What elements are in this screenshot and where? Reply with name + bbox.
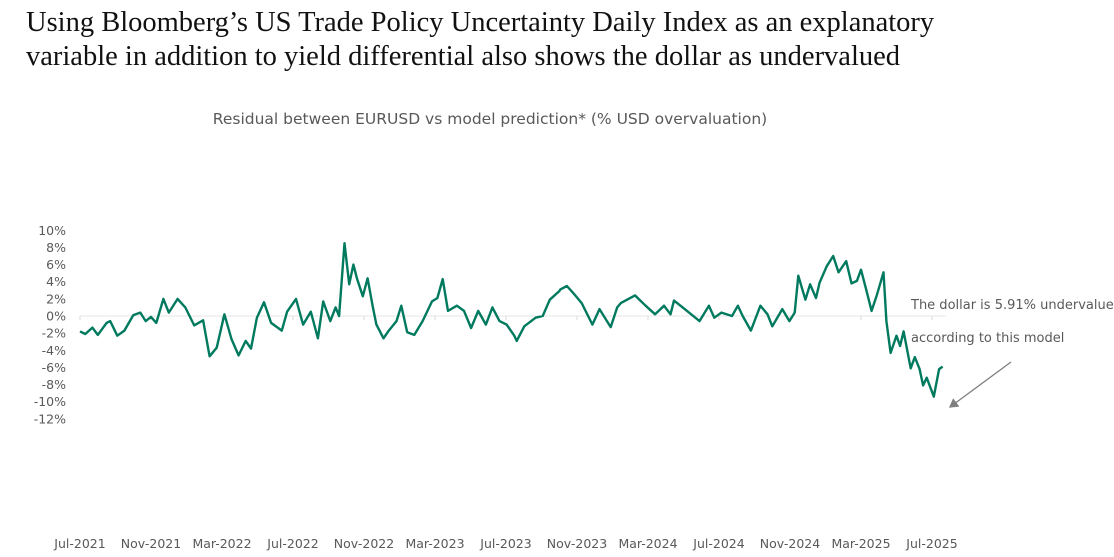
x-tick-label: Mar-2025 <box>831 536 890 551</box>
x-tick-label: Jul-2023 <box>479 536 531 551</box>
y-tick-label: -6% <box>42 360 66 375</box>
y-tick-label: -8% <box>42 377 66 392</box>
x-tick-label: Nov-2024 <box>760 536 820 551</box>
annotation-line-1: The dollar is 5.91% undervalued <box>910 298 1114 313</box>
y-tick-label: 6% <box>46 257 66 272</box>
annotation-line-2: according to this model <box>911 331 1064 346</box>
chart-title: Using Bloomberg’s US Trade Policy Uncert… <box>26 6 934 74</box>
chart-subtitle: Residual between EURUSD vs model predict… <box>213 110 767 128</box>
x-tick-label: Mar-2024 <box>618 536 677 551</box>
y-tick-label: 0% <box>46 309 66 324</box>
x-axis: Jul-2021 Nov-2021 Mar-2022 Jul-2022 Nov-2022… <box>53 316 958 551</box>
series-line <box>79 242 944 398</box>
annotation-arrow <box>948 361 1012 408</box>
y-axis: 10% 8% 6% 4% 2% 0% -2% -4% -6% -8% -10% -12% <box>34 223 66 427</box>
y-tick-label: 2% <box>46 291 66 306</box>
x-tick-label: Nov-2021 <box>121 536 181 551</box>
x-tick-label: Nov-2022 <box>334 536 394 551</box>
title-line-2: variable in addition to yield differenti… <box>26 41 901 72</box>
y-tick-label: 10% <box>38 223 66 238</box>
x-tick-label: Jul-2022 <box>266 536 318 551</box>
x-tick-label: Jul-2024 <box>692 536 744 551</box>
y-tick-label: 4% <box>46 274 66 289</box>
y-tick-label: -10% <box>34 394 66 409</box>
x-tick-label: Jul-2025 <box>905 536 957 551</box>
x-tick-label: Jul-2021 <box>53 536 105 551</box>
y-tick-label: 8% <box>46 240 66 255</box>
y-tick-label: -2% <box>42 326 66 341</box>
x-tick-label: Mar-2022 <box>192 536 251 551</box>
y-tick-label: -12% <box>34 411 66 426</box>
x-tick-label: Mar-2023 <box>405 536 464 551</box>
x-tick-label: Nov-2023 <box>547 536 607 551</box>
y-tick-label: -4% <box>42 343 66 358</box>
title-line-1: Using Bloomberg’s US Trade Policy Uncert… <box>26 7 935 38</box>
